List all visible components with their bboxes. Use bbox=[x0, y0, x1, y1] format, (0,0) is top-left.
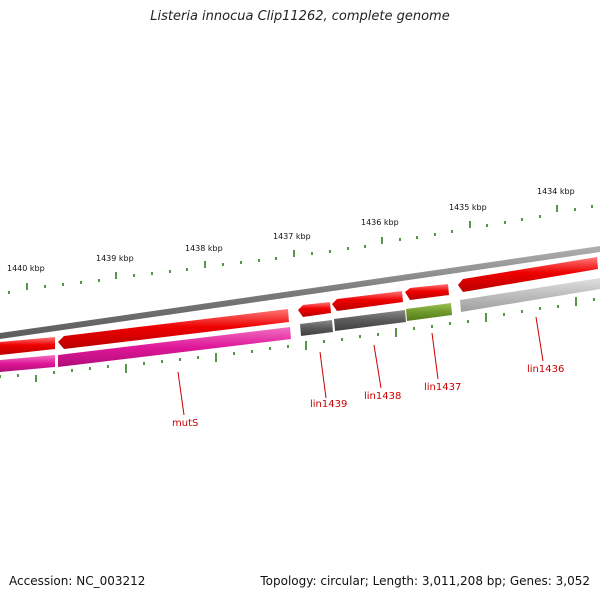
genome-summary-text: Topology: circular; Length: 3,011,208 bp… bbox=[260, 574, 590, 588]
map-title: Listeria innocua Clip11262, complete gen… bbox=[150, 9, 450, 24]
accession-text: Accession: NC_003212 bbox=[9, 574, 146, 588]
feature-block-light-grey[interactable] bbox=[460, 278, 600, 312]
cds-arrow[interactable] bbox=[332, 291, 403, 311]
gene-label-muts[interactable]: mutS bbox=[172, 418, 198, 429]
gene-label-lin1439[interactable]: lin1439 bbox=[310, 399, 347, 410]
cds-arrow[interactable] bbox=[458, 257, 598, 292]
gene-label-lin1438[interactable]: lin1438 bbox=[364, 391, 401, 402]
genome-backbone bbox=[0, 246, 600, 339]
lower-ruler-ticks bbox=[0, 297, 595, 382]
feature-block-dark-grey[interactable] bbox=[334, 310, 406, 331]
ruler-label: 1435 kbp bbox=[449, 203, 487, 212]
gene-label-leaders bbox=[177, 316, 544, 416]
ruler-label: 1437 kbp bbox=[273, 232, 311, 241]
cds-arrow[interactable] bbox=[405, 284, 449, 300]
upper-ruler-ticks bbox=[8, 205, 593, 294]
gene-label-lin1436[interactable]: lin1436 bbox=[527, 364, 564, 375]
ruler-label: 1434 kbp bbox=[537, 187, 575, 196]
ruler-label: 1440 kbp bbox=[7, 264, 45, 273]
feature-block-green[interactable] bbox=[406, 303, 452, 321]
cds-arrow[interactable] bbox=[0, 337, 55, 355]
feature-block-pink[interactable] bbox=[0, 355, 55, 372]
feature-block-dark-grey[interactable] bbox=[300, 320, 333, 336]
ruler-label: 1439 kbp bbox=[96, 254, 134, 263]
feature-block-pink[interactable] bbox=[58, 327, 291, 367]
gene-label-lin1437[interactable]: lin1437 bbox=[424, 382, 461, 393]
cds-arrow[interactable] bbox=[298, 302, 331, 317]
ruler-label: 1438 kbp bbox=[185, 244, 223, 253]
ruler-label: 1436 kbp bbox=[361, 218, 399, 227]
cds-arrow[interactable] bbox=[58, 309, 289, 349]
